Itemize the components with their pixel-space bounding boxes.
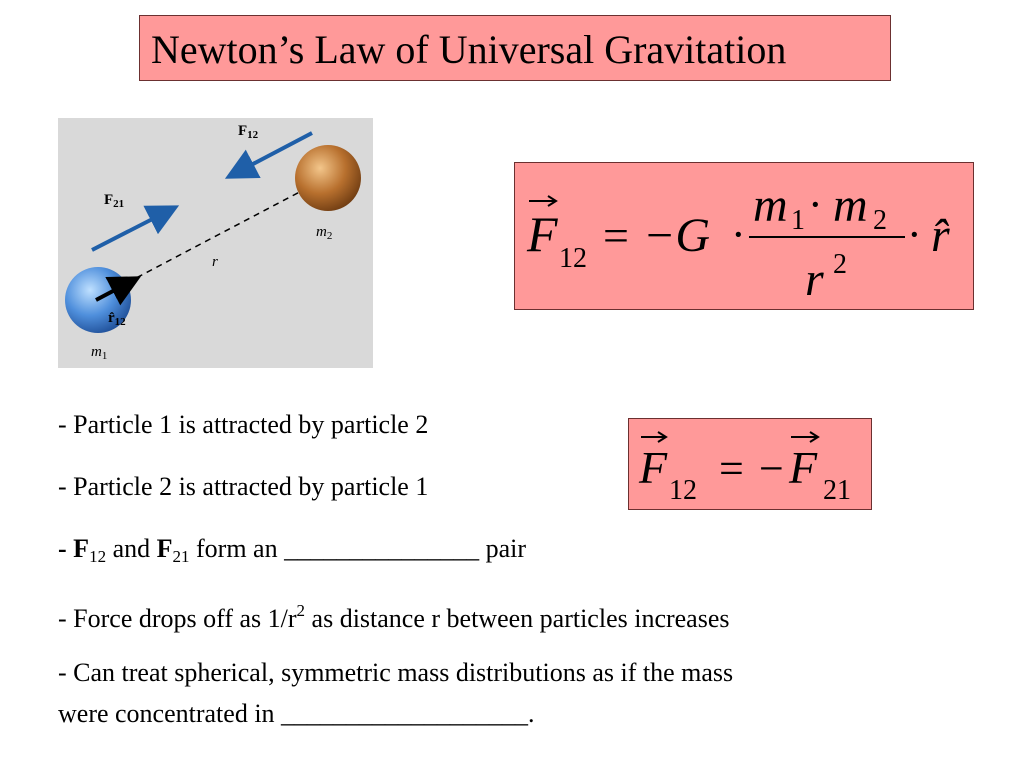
label-m1: m1 — [91, 344, 107, 362]
gravitation-equation-box: F 12 = −G · m 1 · m 2 r 2 · r̂ — [514, 162, 974, 310]
eq-den-r: r — [805, 253, 824, 306]
eq-num-m2-sub: 2 — [873, 205, 887, 236]
eq-den-sup: 2 — [833, 249, 847, 280]
eq-num-m2: m — [833, 179, 868, 232]
gravitation-diagram: F12 F21 r m2 m1 r̂12 — [65, 123, 361, 362]
bullet-dash: - — [58, 534, 74, 563]
label-r12: r̂12 — [108, 310, 126, 328]
title-box: Newton’s Law of Universal Gravitation — [139, 15, 891, 81]
unit-vector-arrow — [95, 276, 142, 306]
inverse-square-a: - Force drops off as 1/r — [58, 604, 297, 633]
gravitation-figure: F12 F21 r m2 m1 r̂12 — [58, 118, 373, 368]
bullet-action-reaction: - F12 and F21 form an _______________ pa… — [58, 534, 526, 572]
eq-num-dot: · — [808, 180, 823, 229]
mass-2-sphere — [295, 145, 361, 211]
bullet-spherical-cont: were concentrated in ___________________… — [58, 699, 535, 728]
and-text: and — [106, 534, 157, 563]
pair-minus: − — [759, 444, 784, 493]
gravitation-equation: F 12 = −G · m 1 · m 2 r 2 · r̂ — [526, 179, 950, 306]
f21-sub: 21 — [172, 547, 190, 566]
pair-equals: = — [719, 444, 744, 493]
inverse-square-sup: 2 — [296, 601, 306, 620]
pair-lhs-sub: 12 — [669, 475, 697, 506]
bullet-attracted-2: - Particle 2 is attracted by particle 1 — [58, 472, 429, 501]
label-r: r — [212, 254, 218, 270]
eq-equals: = — [603, 210, 629, 261]
bullet-inverse-square: - Force drops off as 1/r2 as distance r … — [58, 596, 730, 634]
bullet-spherical: - Can treat spherical, symmetric mass di… — [58, 658, 734, 687]
eq-minus-g: −G — [643, 209, 710, 262]
pair-equation: F 12 = − F 21 — [638, 431, 851, 506]
eq-num-m1-sub: 1 — [791, 205, 805, 236]
label-f21: F21 — [104, 192, 124, 210]
label-m2: m2 — [316, 224, 332, 242]
f12-sub: 12 — [89, 547, 107, 566]
eq-lhs-f: F — [526, 206, 558, 262]
slide-title: Newton’s Law of Universal Gravitation — [151, 27, 787, 72]
label-f12: F12 — [238, 123, 259, 141]
pair-text: form an _______________ pair — [189, 534, 527, 563]
inverse-square-b: as distance r between particles increase… — [305, 604, 730, 633]
f12-symbol: F — [73, 534, 90, 563]
f12-arrow — [224, 131, 313, 179]
bullet-attracted-1: - Particle 1 is attracted by particle 2 — [58, 410, 429, 439]
eq-dot-2: · — [907, 210, 922, 259]
pair-lhs-f: F — [638, 442, 668, 493]
pair-equation-box: F 12 = − F 21 — [628, 418, 872, 510]
eq-dot-1: · — [731, 210, 746, 259]
pair-rhs-sub: 21 — [823, 475, 851, 506]
pair-rhs-f: F — [788, 442, 818, 493]
f21-arrow — [91, 205, 180, 252]
eq-rhat: r̂ — [931, 209, 950, 262]
eq-lhs-sub: 12 — [559, 243, 587, 274]
eq-num-m1: m — [753, 179, 788, 232]
f21-symbol: F — [156, 534, 173, 563]
